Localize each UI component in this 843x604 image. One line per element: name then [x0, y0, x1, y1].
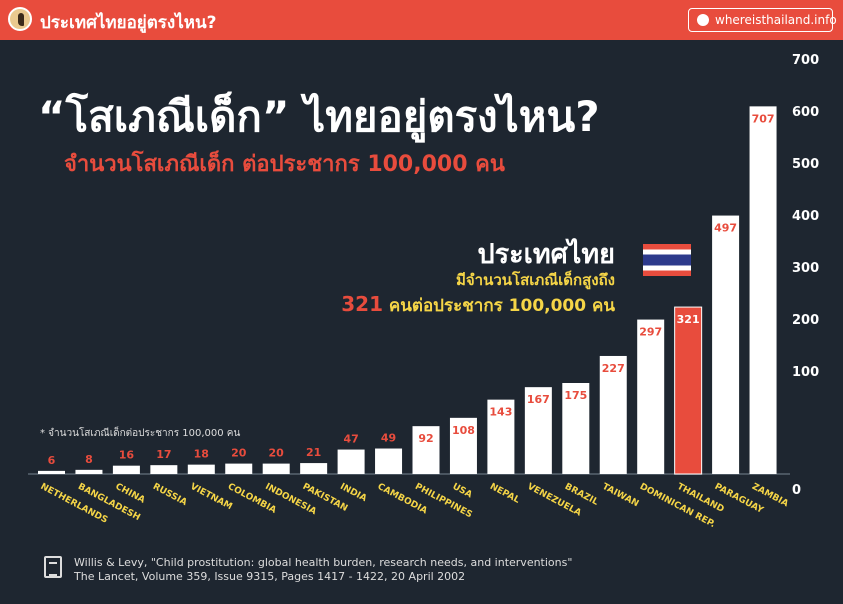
data-label: 108 — [452, 424, 475, 437]
bar-brazil — [562, 383, 590, 474]
data-label: 18 — [194, 448, 209, 461]
bar-dominican-rep- — [637, 319, 665, 474]
bar-taiwan — [599, 355, 627, 474]
data-label: 227 — [602, 362, 625, 375]
category-label: USA — [451, 482, 474, 501]
bar-indonesia — [262, 463, 290, 474]
header-title: ประเทศไทยอยู่ตรงไหน? — [40, 13, 217, 33]
y-tick-label: 500 — [792, 157, 819, 172]
data-label: 8 — [85, 453, 93, 466]
callout-unit: คนต่อประชากร 100,000 คน — [383, 296, 615, 316]
citation-line2: The Lancet, Volume 359, Issue 9315, Page… — [74, 570, 466, 583]
bar-bangladesh — [75, 469, 103, 474]
logo-icon — [8, 7, 32, 31]
callout-line1: มีจำนวนโสเภณีเด็กสูงถึง — [455, 271, 615, 289]
subtitle: จำนวนโสเภณีเด็ก ต่อประชากร 100,000 คน — [64, 152, 505, 177]
category-label: VIETNAM — [188, 482, 233, 512]
bar-china — [112, 465, 140, 474]
data-label: 20 — [231, 447, 247, 460]
category-label: NEPAL — [488, 482, 521, 506]
data-label: 47 — [343, 433, 358, 446]
bar-india — [337, 449, 365, 474]
bar-thailand — [674, 306, 703, 475]
y-tick-label: 400 — [792, 209, 819, 224]
callout-title: ประเทศไทย — [477, 239, 615, 270]
callout-line2: 321 คนต่อประชากร 100,000 คน — [341, 292, 615, 319]
data-label: 92 — [418, 432, 433, 445]
bar-russia — [150, 465, 178, 474]
callout-value: 321 — [341, 292, 384, 316]
bar-zambia — [749, 106, 777, 475]
data-label: 6 — [48, 454, 56, 467]
data-label: 321 — [677, 313, 700, 326]
data-label: 17 — [156, 448, 171, 461]
site-label: whereisthailand.info — [715, 13, 837, 27]
bar-venezuela — [524, 387, 552, 474]
y-tick-label: 700 — [792, 53, 819, 68]
category-label: TAIWAN — [600, 482, 640, 510]
bar-vietnam — [187, 464, 215, 474]
data-label: 143 — [489, 406, 512, 419]
y-tick-label: 600 — [792, 105, 819, 120]
y-tick-label: 200 — [792, 313, 819, 328]
bar-colombia — [225, 463, 253, 474]
bar-pakistan — [300, 463, 328, 474]
data-label: 21 — [306, 446, 321, 459]
bar-paraguay — [712, 215, 740, 474]
citation-line1: Willis & Levy, "Child prostitution: glob… — [74, 556, 573, 569]
data-label: 49 — [381, 432, 396, 445]
bar-philippines — [412, 426, 440, 474]
bar-cambodia — [375, 448, 403, 474]
footnote: * จำนวนโสเภณีเด็กต่อประชากร 100,000 คน — [40, 428, 241, 439]
top-bar: ประเทศไทยอยู่ตรงไหน? whereisthailand.inf… — [0, 0, 843, 40]
category-label: NETHERLANDS — [39, 482, 110, 526]
document-icon — [44, 556, 62, 578]
y-tick-label: 0 — [792, 483, 801, 498]
citation: Willis & Levy, "Child prostitution: glob… — [74, 556, 572, 584]
bar-usa — [449, 417, 477, 474]
site-link[interactable]: whereisthailand.info — [688, 8, 837, 32]
y-tick-label: 300 — [792, 261, 819, 276]
data-label: 20 — [269, 447, 285, 460]
bar-nepal — [487, 399, 515, 474]
globe-icon — [697, 14, 709, 26]
bar-netherlands — [38, 470, 65, 474]
data-label: 297 — [639, 326, 662, 339]
data-label: 16 — [119, 449, 135, 462]
thai-flag-icon — [643, 244, 691, 276]
data-label: 497 — [714, 222, 737, 235]
y-tick-label: 100 — [792, 365, 819, 380]
data-label: 167 — [527, 393, 550, 406]
category-label: RUSSIA — [151, 482, 188, 508]
main-title: “โสเภณีเด็ก” ไทยอยู่ตรงไหน? — [38, 92, 600, 141]
data-label: 707 — [752, 112, 775, 125]
data-label: 175 — [564, 389, 587, 402]
